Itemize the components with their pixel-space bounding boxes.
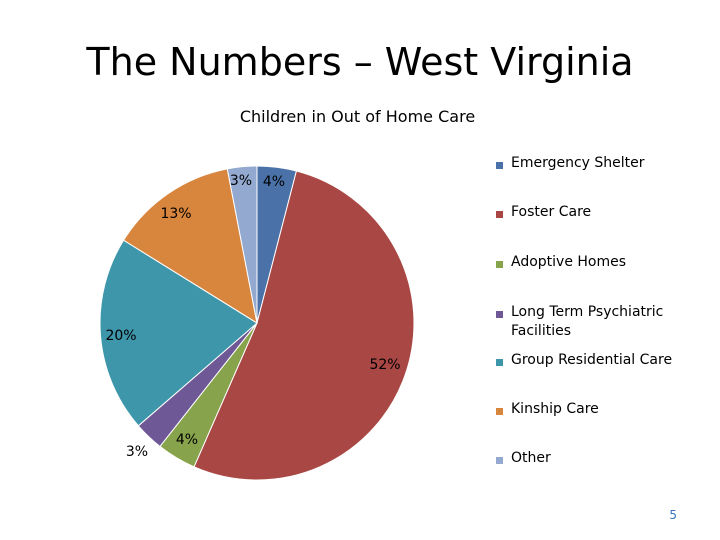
chart-title: Children in Out of Home Care [239, 107, 476, 126]
data-label-emergency-shelter: 4% [263, 174, 285, 190]
legend-swatch [496, 359, 503, 366]
data-label-long-term-psychiatric-facilities: 3% [126, 444, 148, 460]
data-label-group-residential-care: 20% [105, 328, 136, 344]
legend-swatch [496, 211, 503, 218]
pie-slice-group-residential-care [99, 239, 258, 427]
data-label-kinship-care: 13% [160, 206, 191, 222]
legend-label: Kinship Care [511, 401, 599, 417]
legend-swatch [496, 408, 503, 415]
legend-label: Foster Care [511, 204, 592, 220]
legend-label: Group Residential Care [511, 352, 673, 368]
legend-label: Emergency Shelter [511, 155, 645, 171]
pie-slice-kinship-care [122, 168, 258, 325]
legend-swatch [496, 162, 503, 169]
legend-swatch [496, 311, 503, 318]
legend-label: Adoptive Homes [511, 254, 627, 270]
legend-label: Long Term Psychiatric Facilities [511, 304, 664, 339]
data-label-foster-care: 52% [369, 357, 400, 373]
pie-slice-foster-care [193, 170, 415, 481]
pie-slice-other [226, 165, 258, 324]
legend-label: Other [511, 450, 551, 466]
legend-swatch [496, 261, 503, 268]
data-label-other: 3% [230, 173, 252, 189]
page-number: 5 [669, 508, 677, 522]
legend-swatch [496, 457, 503, 464]
data-label-adoptive-homes: 4% [176, 432, 198, 448]
slide-title: The Numbers – West Virginia [86, 40, 634, 84]
